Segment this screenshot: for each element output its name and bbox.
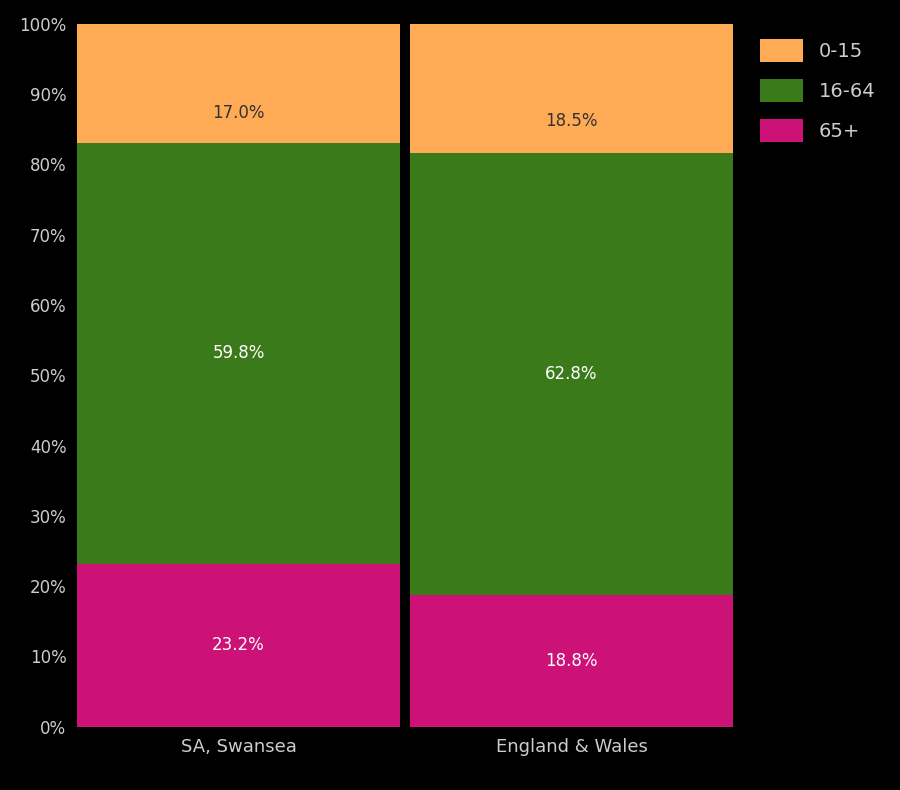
Legend: 0-15, 16-64, 65+: 0-15, 16-64, 65+ bbox=[754, 33, 881, 148]
Bar bbox=[77, 564, 400, 727]
Text: 18.5%: 18.5% bbox=[545, 111, 598, 130]
Text: 59.8%: 59.8% bbox=[212, 344, 265, 363]
Bar bbox=[410, 23, 733, 153]
Text: 62.8%: 62.8% bbox=[545, 365, 598, 383]
Bar bbox=[410, 595, 733, 727]
Bar bbox=[77, 24, 400, 143]
Text: 23.2%: 23.2% bbox=[212, 636, 265, 654]
Bar bbox=[77, 143, 400, 564]
Text: 17.0%: 17.0% bbox=[212, 104, 265, 122]
Text: 18.8%: 18.8% bbox=[545, 652, 598, 670]
Bar bbox=[410, 153, 733, 595]
